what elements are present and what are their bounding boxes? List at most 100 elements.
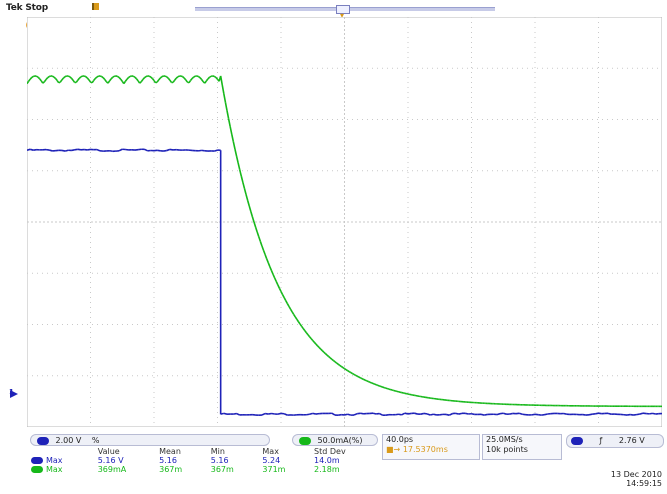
ch1-trace-segment (33, 148, 37, 151)
ch2-trace-segment (151, 78, 155, 82)
ch2-trace-segment (153, 80, 157, 84)
ch2-trace-segment (297, 321, 301, 325)
meas-header-max: Max (262, 447, 279, 456)
ch2-trace-segment (93, 78, 96, 82)
ch2-trace-segment (264, 254, 268, 260)
ch2-trace-segment (238, 169, 243, 177)
ch2-trace-segment (299, 323, 303, 327)
ch2-trace-segment (324, 353, 328, 356)
meas-label: Max (28, 456, 95, 465)
waveform-display[interactable] (27, 17, 662, 427)
ch2-trace-segment (27, 80, 30, 85)
horizontal-readout[interactable]: 25.0MS/s 10k points (482, 434, 562, 460)
ch2-trace-segment (124, 78, 128, 82)
ch2-trace-segment (363, 378, 366, 381)
trigger-position-readout: ■→ 17.5370ms (386, 445, 448, 454)
ch1-ground-label: 1 (9, 388, 14, 396)
ch2-trace-segment (90, 81, 93, 84)
ch2-trace-segment (107, 80, 111, 84)
ch2-trace-segment (72, 79, 76, 83)
ch2-trace-segment (286, 303, 290, 307)
time-text: 14:59:15 (626, 479, 662, 488)
ch1-trace-segment (598, 412, 602, 415)
ch2-trace-segment (86, 77, 90, 81)
ch2-trace-segment (61, 77, 65, 81)
ch1-scale-readout[interactable]: 2.00 V % (30, 434, 270, 446)
acquisition-status: Tek Stop (6, 3, 48, 13)
sample-rate: 25.0MS/s (486, 435, 523, 444)
ch2-trace-segment (259, 241, 263, 247)
ch2-trace-segment (186, 81, 190, 84)
ch2-trace-segment (348, 370, 352, 374)
ch2-trace-segment (237, 162, 241, 170)
ch1-trace-segment (74, 148, 78, 151)
ch1-ground-marker[interactable] (10, 390, 18, 398)
ch2-trace-segment (285, 300, 289, 304)
ch2-trace-segment (305, 332, 309, 336)
ch1-color-swatch (37, 436, 49, 445)
ch1-row-swatch (31, 457, 43, 464)
ch2-trace-segment (101, 75, 104, 79)
ch2-trace-segment (215, 76, 219, 80)
ch1-trace-segment (404, 412, 409, 415)
meas-row[interactable]: Max 369mA 367m 367m 371m 2.18m (28, 465, 378, 474)
acquisition-readout[interactable]: 40.0ps ■→ 17.5370ms (382, 434, 480, 460)
meas-row[interactable]: Max 5.16 V 5.16 5.16 5.24 14.0m (28, 456, 378, 465)
meas-header-label (28, 447, 95, 456)
meas-max: 371m (262, 465, 286, 474)
ch2-trace-segment (270, 270, 274, 275)
ch2-trace-segment (382, 386, 385, 389)
ch2-trace-segment (91, 80, 95, 84)
ch2-trace-segment (366, 380, 369, 383)
ch2-trace-segment (45, 77, 49, 81)
ch2-trace-segment (102, 77, 106, 81)
ch2-trace-segment (96, 75, 99, 78)
ch2-trace-segment (204, 80, 208, 84)
ch2-trace-segment (42, 81, 46, 84)
ch2-trace-segment (334, 361, 338, 364)
ch1-trace-segment (144, 148, 148, 152)
ch1-trace-segment (214, 149, 218, 152)
ch2-trace-segment (321, 350, 325, 353)
ch2-trace-segment (355, 374, 358, 377)
ch1-trace-segment (458, 412, 463, 415)
ch2-trace-segment (293, 313, 296, 318)
ch2-trace-segment (164, 75, 168, 78)
ch1-trace-segment (471, 412, 475, 416)
ch2-trace-segment (371, 382, 374, 385)
ch2-trace-segment (78, 76, 82, 79)
ch2-trace-segment (262, 250, 266, 255)
ch1-trace-segment (430, 413, 434, 416)
ch1-trace-segment (233, 412, 237, 415)
ch2-trace-segment (143, 75, 147, 79)
trigger-readout[interactable]: ƒ 2.76 V (566, 434, 664, 448)
ch2-trace-segment (278, 287, 282, 292)
ch2-trace-segment (167, 77, 171, 81)
ch2-trace-segment (360, 377, 363, 380)
trigger-position-marker[interactable] (92, 3, 99, 10)
ch2-color-swatch (299, 436, 311, 445)
ch2-trace-segment (177, 75, 180, 78)
ch2-trace-segment (369, 381, 372, 384)
ch2-trace-segment (300, 325, 304, 329)
ch2-scale-readout[interactable]: 50.0mA(%) (292, 434, 378, 446)
ch2-trace-segment (251, 216, 255, 223)
ch2-trace-segment (110, 76, 114, 80)
meas-mean: 5.16 (159, 456, 177, 465)
ch2-trace-segment (331, 358, 334, 362)
ch1-trace-segment (401, 412, 406, 416)
ch1-scale-value: 2.00 V (55, 436, 82, 445)
ch1-bandwidth-note: % (91, 436, 100, 445)
ch1-trace-segment (277, 412, 282, 415)
ch1-trace-segment (448, 412, 453, 416)
record-view-window[interactable] (336, 5, 350, 14)
ch2-trace-segment (281, 294, 285, 299)
ch2-trace-segment (62, 76, 66, 79)
ch1-trace-segment (509, 412, 513, 415)
ch2-trace-segment (196, 75, 199, 78)
ch2-trace-segment (180, 75, 183, 78)
ch2-trace-segment (132, 75, 136, 78)
ch1-trace-segment (309, 412, 313, 416)
ch2-trace-segment (288, 305, 292, 310)
ch2-trace-segment (380, 385, 383, 388)
